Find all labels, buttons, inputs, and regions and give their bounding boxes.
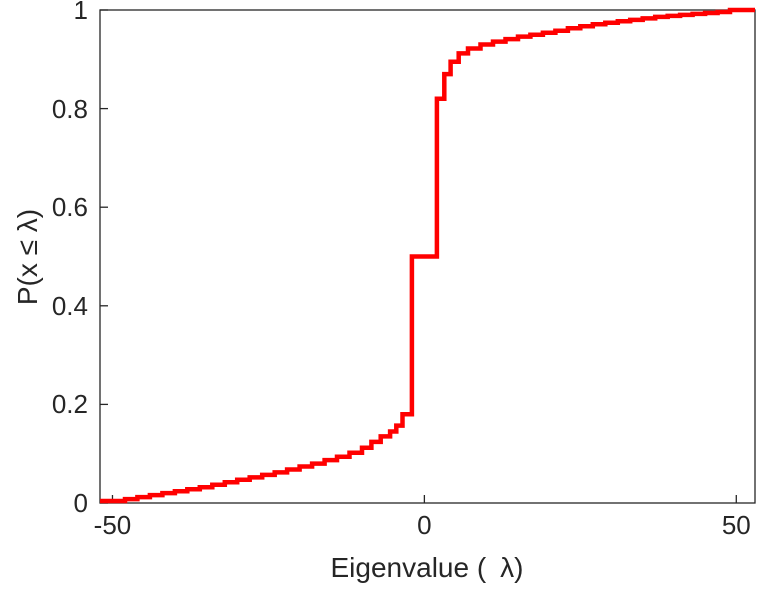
x-axis-label: Eigenvalue ( λ): [330, 552, 524, 583]
y-tick-label: 0.2: [51, 389, 88, 420]
ecdf-curve: [100, 7, 755, 504]
y-tick-label: 0: [73, 488, 88, 518]
x-tick-label: -50: [93, 510, 132, 540]
x-tick-label: 50: [721, 510, 751, 540]
plot-border: [99, 9, 756, 504]
y-tick-label: 1: [73, 0, 88, 25]
y-tick-label: 0.8: [51, 93, 88, 124]
x-tick-label: 0: [417, 510, 432, 540]
y-tick-label: 0.6: [51, 192, 88, 223]
y-tick-label: 0.4: [51, 290, 88, 321]
